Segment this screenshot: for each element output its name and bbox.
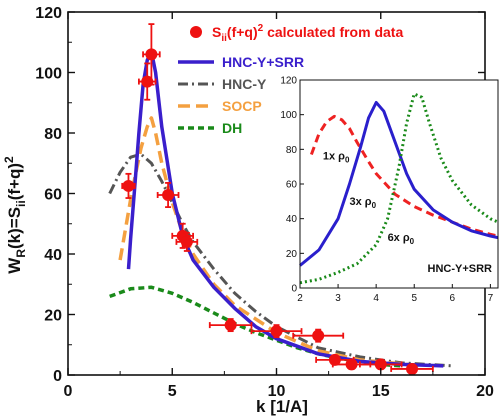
inset-y-tick-label-100: 100 xyxy=(280,110,297,121)
y-tick-label-60: 60 xyxy=(44,187,62,204)
main-scatter xyxy=(121,23,434,375)
y-axis-title-sub2: ii xyxy=(14,200,28,207)
inset-curve-label-prefix-0: 1x ρ xyxy=(323,151,345,163)
x-tick-label-20: 20 xyxy=(476,383,494,400)
data-point-3 xyxy=(156,182,180,209)
inset-curve-label-prefix-2: 6x ρ xyxy=(388,232,410,244)
data-point-8 xyxy=(292,328,345,343)
x-tick-label-0: 0 xyxy=(64,383,73,400)
inset-background xyxy=(300,80,498,288)
inset-y-ticks: 0 20 40 60 80 100 120 xyxy=(280,76,304,295)
x-tick-label-15: 15 xyxy=(372,383,390,400)
inset-title: HNC-Y+SRR xyxy=(428,263,493,275)
inset-y-tick-label-120: 120 xyxy=(280,76,297,87)
legend-scatter-label-main: S xyxy=(212,24,221,40)
y-tick-label-0: 0 xyxy=(53,368,62,385)
inset-curve-label-0: 1x ρ0 xyxy=(323,151,350,165)
inset-curve-label-prefix-1: 3x ρ xyxy=(350,196,372,208)
y-axis-title-tail: (f+q) xyxy=(5,163,24,200)
data-point-marker-0 xyxy=(122,179,135,192)
legend-label-hnc-y: HNC-Y xyxy=(222,76,267,92)
inset-series-line-2 xyxy=(299,92,499,285)
y-axis-title-rest: (k)=S xyxy=(5,207,24,249)
data-point-marker-10 xyxy=(345,358,358,371)
series-line-dh xyxy=(109,285,402,368)
legend: Sii(f+q)2 calculated from data HNC-Y+SRR… xyxy=(178,23,403,136)
data-point-marker-8 xyxy=(312,329,325,342)
inset-x-tick-label-3: 3 xyxy=(335,293,341,304)
y-tick-label-80: 80 xyxy=(44,126,62,143)
legend-scatter-marker xyxy=(190,26,202,38)
data-point-marker-9 xyxy=(328,353,341,366)
data-point-2 xyxy=(142,23,161,86)
data-point-11 xyxy=(358,358,403,371)
data-point-marker-12 xyxy=(406,362,419,375)
inset-curve-label-sub-2: 0 xyxy=(410,237,415,246)
series-line-hnc-y-srr xyxy=(126,49,444,368)
inset-x-tick-label-4: 4 xyxy=(373,293,379,304)
y-axis-title: WR(k)=Sii(f+q)2 xyxy=(2,156,28,274)
y-axis-title-sub: R xyxy=(14,249,28,258)
data-point-7 xyxy=(250,324,303,339)
y-tick-label-100: 100 xyxy=(35,66,62,83)
y-axis-title-sup: 2 xyxy=(2,156,16,163)
legend-scatter-label-sub: ii xyxy=(221,33,227,44)
inset-curve-label-sub-0: 0 xyxy=(345,156,350,165)
inset-y-tick-label-0: 0 xyxy=(291,284,297,295)
legend-label-hnc-y-srr: HNC-Y+SRR xyxy=(222,54,304,70)
legend-label-socp: SOCP xyxy=(222,98,262,114)
data-point-marker-6 xyxy=(224,319,237,332)
data-point-marker-3 xyxy=(162,189,175,202)
legend-scatter-label: Sii(f+q)2 calculated from data xyxy=(212,23,403,44)
y-axis-title-main: W xyxy=(5,257,24,274)
inset-x-tick-label-7: 7 xyxy=(488,293,494,304)
inset-series-line-1 xyxy=(299,101,499,267)
inset-curve-label-1: 3x ρ0 xyxy=(350,196,377,210)
inset-x-tick-label-2: 2 xyxy=(297,293,303,304)
legend-scatter-label-rest: (f+q) xyxy=(227,24,258,40)
y-tick-label-40: 40 xyxy=(44,247,62,264)
main-x-ticks: 0 5 10 15 20 xyxy=(64,12,494,400)
x-tick-label-5: 5 xyxy=(168,383,177,400)
legend-label-dh: DH xyxy=(222,120,242,136)
inset-curve-label-2: 6x ρ0 xyxy=(388,232,415,246)
inset-series-line-0 xyxy=(309,114,499,238)
data-point-12 xyxy=(390,362,434,375)
inset-x-ticks: 2 3 4 5 6 7 xyxy=(297,284,494,304)
inset-y-tick-label-40: 40 xyxy=(286,214,298,225)
data-point-marker-11 xyxy=(374,358,387,371)
data-point-6 xyxy=(208,318,253,333)
inset-x-tick-label-5: 5 xyxy=(411,293,417,304)
x-tick-label-10: 10 xyxy=(268,383,286,400)
y-tick-label-20: 20 xyxy=(44,308,62,325)
inset-curves xyxy=(299,92,499,285)
data-point-5 xyxy=(175,231,199,252)
data-point-marker-7 xyxy=(270,325,283,338)
legend-scatter-label-tail: calculated from data xyxy=(263,24,403,40)
inset-x-tick-label-6: 6 xyxy=(450,293,456,304)
data-point-0 xyxy=(121,172,136,199)
data-point-marker-2 xyxy=(145,48,158,61)
y-tick-label-120: 120 xyxy=(35,5,62,22)
x-axis-title: k [1/A] xyxy=(256,397,308,416)
inset-y-tick-label-20: 20 xyxy=(286,249,298,260)
inset-y-tick-label-60: 60 xyxy=(286,180,298,191)
legend-scatter-label-sup: 2 xyxy=(258,23,264,34)
inset-curve-label-sub-1: 0 xyxy=(372,201,377,210)
inset-y-tick-label-80: 80 xyxy=(286,145,298,156)
data-point-marker-5 xyxy=(180,235,193,248)
